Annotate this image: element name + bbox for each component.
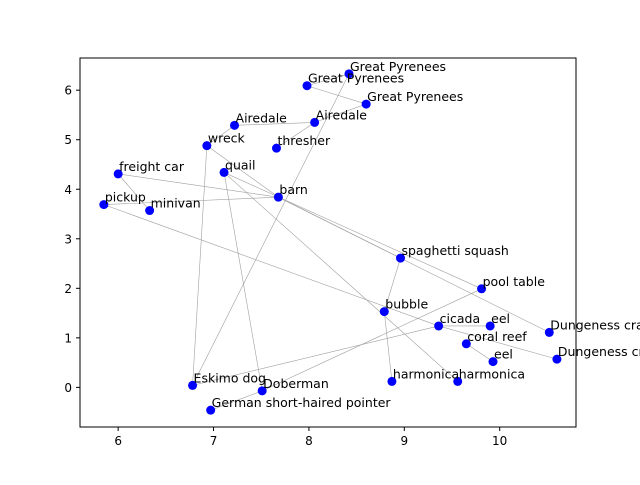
data-point xyxy=(344,69,354,79)
x-axis: 6 7 8 9 10 xyxy=(114,427,507,448)
y-tick-label: 2 xyxy=(64,282,72,296)
edge-line xyxy=(438,325,558,360)
edge-line xyxy=(278,196,550,333)
data-point xyxy=(145,206,155,216)
edge-line xyxy=(234,122,315,126)
data-point xyxy=(461,339,471,349)
edge-line xyxy=(223,172,263,391)
point-label: eel xyxy=(491,311,510,326)
edge-line xyxy=(192,325,439,386)
data-point xyxy=(395,253,405,263)
edge-line xyxy=(210,390,263,411)
data-point xyxy=(219,167,229,177)
data-point xyxy=(488,357,498,367)
point-label: minivan xyxy=(151,196,201,211)
point-label: harmonica xyxy=(393,366,459,381)
x-tick-label: 7 xyxy=(210,434,218,448)
edge-line xyxy=(383,311,393,382)
data-point xyxy=(477,284,487,294)
data-point xyxy=(552,354,562,364)
edge-line xyxy=(192,73,350,386)
data-point xyxy=(453,376,463,386)
point-label: freight car xyxy=(119,159,185,174)
point-label: Dungeness crab xyxy=(550,317,640,332)
point-label: spaghetti squash xyxy=(401,243,508,258)
point-label: thresher xyxy=(277,133,331,148)
y-tick-label: 4 xyxy=(64,183,72,197)
data-point xyxy=(544,327,554,337)
point-label: quail xyxy=(225,157,255,172)
y-tick-label: 3 xyxy=(64,232,72,246)
edge-line xyxy=(103,204,439,327)
y-axis: 0 1 2 3 4 5 6 xyxy=(64,84,80,395)
point-label: barn xyxy=(279,182,307,197)
data-point xyxy=(273,192,283,202)
points-layer xyxy=(99,69,562,415)
edge-line xyxy=(223,172,458,382)
y-tick-label: 0 xyxy=(64,381,72,395)
edge-line xyxy=(262,288,482,392)
data-point xyxy=(379,307,389,317)
point-label: coral reef xyxy=(467,329,527,344)
edge-line xyxy=(192,145,208,386)
point-label: German short-haired pointer xyxy=(212,395,392,410)
data-point xyxy=(485,321,495,331)
data-point xyxy=(387,376,397,386)
y-tick-label: 1 xyxy=(64,331,72,345)
point-label: Dungeness crab xyxy=(558,344,640,359)
point-label: bubble xyxy=(385,297,428,312)
edges-layer xyxy=(103,73,558,411)
plot-frame xyxy=(79,57,577,428)
data-point xyxy=(206,405,216,415)
data-point xyxy=(202,141,212,151)
point-label: Eskimo dog xyxy=(194,370,266,385)
edge-line xyxy=(383,258,401,312)
y-tick-label: 6 xyxy=(64,84,72,98)
data-point xyxy=(434,321,444,331)
data-point xyxy=(361,99,371,109)
data-point xyxy=(302,81,312,91)
point-label: Airedale xyxy=(316,107,368,122)
edge-line xyxy=(306,73,350,87)
edge-line xyxy=(206,145,279,198)
edge-line xyxy=(103,196,279,205)
edge-line xyxy=(118,173,279,198)
x-tick-label: 9 xyxy=(400,434,408,448)
edge-line xyxy=(223,172,482,290)
x-tick-label: 6 xyxy=(114,434,122,448)
data-point xyxy=(257,386,267,396)
data-point xyxy=(113,169,123,179)
x-tick-label: 10 xyxy=(492,434,507,448)
data-point xyxy=(310,117,320,127)
point-label: eel xyxy=(494,347,513,362)
point-label: Doberman xyxy=(263,376,329,391)
point-label: pool table xyxy=(483,274,546,289)
data-point xyxy=(230,120,240,130)
point-label: harmonica xyxy=(459,366,525,381)
point-label: Great Pyrenees xyxy=(367,89,463,104)
point-label: cicada xyxy=(440,311,480,326)
point-label: Great Pyrenees xyxy=(308,71,404,86)
point-label: pickup xyxy=(105,190,146,205)
edge-line xyxy=(466,343,494,362)
data-point xyxy=(99,200,109,210)
edge-line xyxy=(117,173,150,211)
point-label: Great Pyrenees xyxy=(350,59,446,74)
point-label: wreck xyxy=(208,131,246,146)
x-tick-label: 8 xyxy=(305,434,313,448)
edge-line xyxy=(276,122,315,149)
y-tick-label: 5 xyxy=(64,133,72,147)
edge-line xyxy=(206,125,235,146)
edge-line xyxy=(306,85,367,105)
data-point xyxy=(188,380,198,390)
point-label: Airedale xyxy=(236,110,288,125)
data-point xyxy=(271,143,281,153)
edge-line xyxy=(314,103,367,123)
